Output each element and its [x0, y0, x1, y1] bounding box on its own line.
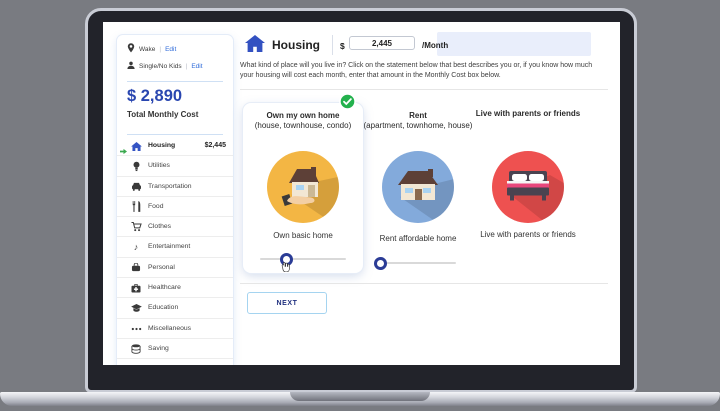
sidebar-item-saving[interactable]: Saving [117, 339, 233, 360]
sidebar-item-personal[interactable]: Personal [117, 258, 233, 279]
active-arrow-icon [120, 142, 127, 160]
house-in-hand-icon[interactable] [267, 151, 339, 223]
coins-icon [130, 343, 142, 355]
sidebar-item-value: $2,445 [204, 141, 226, 149]
total-monthly-cost-amount: $ 2,890 [127, 87, 183, 105]
housing-header-icon [245, 35, 265, 57]
sidebar-item-transportation[interactable]: Transportation [117, 177, 233, 197]
page-title: Housing [272, 38, 320, 52]
option-card-rent[interactable]: Rent (apartment, townhome, house) Rent af… [362, 111, 474, 273]
housing-description: What kind of place will you live in? Cli… [240, 62, 593, 79]
total-monthly-cost-label: Total Monthly Cost [127, 110, 199, 119]
separator: | [185, 62, 188, 70]
divider [127, 81, 223, 82]
sidebar-item-food[interactable]: Food [117, 197, 233, 218]
option-caption: Rent affordable home [379, 234, 457, 243]
sidebar-item-label: Entertainment [148, 243, 191, 251]
slider-handle[interactable] [374, 257, 387, 270]
sidebar-item-housing[interactable]: Housing $2,445 [117, 136, 233, 157]
next-button[interactable]: NEXT [247, 292, 327, 314]
bag-icon [130, 262, 142, 274]
sidebar-item-education[interactable]: Education [117, 298, 233, 319]
option-caption: Live with parents or friends [480, 230, 576, 239]
bed-icon[interactable] [492, 151, 564, 223]
slider-track [380, 262, 456, 264]
hand-cursor-icon [281, 259, 290, 277]
option-card-own-home[interactable]: Own my own home (house, townhouse, condo)… [243, 93, 363, 273]
sidebar-item-utilities[interactable]: Utilities [117, 156, 233, 177]
home-icon [130, 140, 142, 152]
divider [240, 283, 608, 284]
person-icon [127, 61, 135, 71]
house-icon[interactable] [382, 151, 454, 223]
sidebar-item-label: Housing [148, 142, 176, 149]
monthly-cost-input[interactable] [349, 36, 415, 50]
category-nav: Housing $2,445 Utilities Transportation [117, 136, 233, 365]
grad-cap-icon [130, 302, 142, 314]
separator: | [159, 45, 162, 53]
laptop-screen: Wake | Edit Single/No Kids | Edit $ 2,89… [103, 22, 620, 365]
ellipsis-icon [130, 323, 142, 335]
slider-track [260, 258, 346, 260]
own-home-slider [260, 253, 346, 273]
option-card-parents[interactable]: Live with parents or friends Live with p… [472, 109, 584, 271]
sidebar-item-entertainment[interactable]: ♪ Entertainment [117, 237, 233, 258]
sidebar-item-label: Personal [148, 263, 175, 271]
option-heading: Own my own home (house, townhouse, condo) [254, 111, 352, 130]
music-note-icon: ♪ [133, 241, 139, 252]
medkit-icon [130, 282, 142, 294]
laptop-frame: Wake | Edit Single/No Kids | Edit $ 2,89… [85, 8, 637, 393]
selected-check-icon [339, 93, 356, 115]
edit-location-link[interactable]: Edit [165, 45, 177, 53]
sidebar-item-label: Healthcare [148, 284, 181, 292]
edit-household-link[interactable]: Edit [191, 62, 203, 70]
sidebar: Wake | Edit Single/No Kids | Edit $ 2,89… [117, 35, 233, 365]
profile-location-row: Wake | Edit [127, 43, 176, 55]
sidebar-item-label: Transportation [148, 182, 192, 190]
option-heading: Live with parents or friends [475, 109, 581, 118]
sidebar-item-label: Food [148, 202, 164, 210]
divider [332, 35, 333, 55]
header-highlight-band [437, 32, 591, 56]
sidebar-item-miscellaneous[interactable]: Miscellaneous [117, 319, 233, 339]
cart-icon [130, 221, 142, 233]
sidebar-item-clothes[interactable]: Clothes [117, 217, 233, 238]
per-month-label: /Month [422, 41, 449, 50]
currency-label: $ [340, 41, 345, 51]
profile-household-row: Single/No Kids | Edit [127, 61, 203, 71]
sidebar-item-label: Clothes [148, 223, 172, 231]
option-caption: Own basic home [273, 231, 333, 240]
unknown-icon [130, 363, 142, 365]
sidebar-item-label: Saving [148, 344, 169, 352]
sidebar-item-partial[interactable] [117, 359, 233, 365]
rent-slider [374, 257, 456, 270]
utensils-icon [130, 201, 142, 213]
location-label: Wake [139, 45, 156, 53]
household-label: Single/No Kids [139, 62, 182, 70]
sidebar-item-label: Education [148, 304, 179, 312]
car-icon [130, 181, 142, 193]
option-heading: Rent (apartment, townhome, house) [363, 111, 473, 130]
divider [127, 134, 223, 135]
divider [240, 89, 608, 90]
sidebar-item-label: Miscellaneous [148, 324, 192, 332]
lightbulb-icon [130, 160, 142, 172]
laptop-base-notch [290, 392, 430, 401]
sidebar-item-label: Utilities [148, 162, 170, 170]
location-pin-icon [127, 43, 135, 55]
sidebar-item-healthcare[interactable]: Healthcare [117, 278, 233, 299]
